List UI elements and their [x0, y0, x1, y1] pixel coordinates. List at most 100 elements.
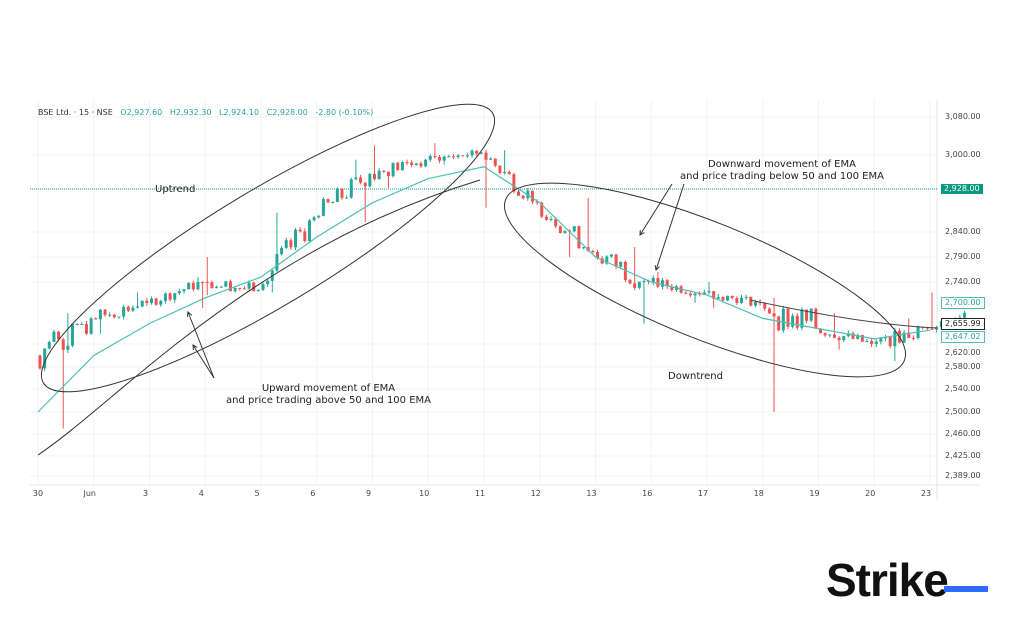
- candle-body: [786, 308, 790, 327]
- up-note: Upward movement of EMA and price trading…: [226, 383, 431, 407]
- candle-body: [307, 220, 311, 241]
- candle-body: [684, 292, 688, 294]
- candle-body: [377, 170, 381, 180]
- candle-body: [177, 291, 181, 294]
- candle-body: [558, 226, 562, 234]
- y-tick-label: 2,580.00: [945, 362, 981, 371]
- candle-body: [126, 306, 130, 311]
- ema-50-badge: 2,647.02: [941, 331, 985, 343]
- open-value: O2,927.60: [120, 108, 163, 117]
- candle-body: [688, 293, 692, 296]
- candle-body: [173, 293, 177, 300]
- x-tick-label: 12: [530, 489, 541, 498]
- candle-body: [275, 254, 279, 271]
- candle-body: [888, 336, 892, 347]
- candle-body: [335, 188, 339, 203]
- candle-body: [498, 165, 502, 173]
- candle-body: [911, 337, 915, 339]
- y-tick-label: 2,740.00: [945, 277, 981, 286]
- candle-body: [874, 341, 878, 344]
- candle-body: [851, 333, 855, 339]
- candle-body: [442, 156, 446, 161]
- candle-body: [693, 293, 697, 296]
- y-tick-label: 2,500.00: [945, 407, 981, 416]
- x-tick-label: 20: [865, 489, 876, 498]
- candle-body: [391, 162, 395, 177]
- candle-body: [925, 327, 929, 329]
- candle-body: [424, 159, 428, 167]
- candle-body: [702, 292, 706, 295]
- candle-body: [712, 291, 716, 299]
- candle-body: [89, 318, 93, 334]
- candle-body: [767, 308, 771, 314]
- candle-body: [596, 252, 599, 259]
- down-arrow-2-head: [654, 264, 660, 271]
- uptrend-ellipse-lower-arc: [37, 179, 481, 456]
- candle-body: [261, 284, 265, 290]
- candle-body: [317, 215, 321, 218]
- downtrend-ellipse: [503, 182, 907, 378]
- candle-body: [289, 240, 293, 248]
- x-tick-label: 23: [920, 489, 932, 498]
- candle-body: [266, 280, 270, 285]
- candle-body: [247, 282, 251, 289]
- candle-body: [396, 162, 400, 171]
- candle-body: [846, 333, 850, 337]
- candle-body: [228, 281, 232, 292]
- up-arrow-2-head: [192, 344, 198, 351]
- candle-body: [772, 313, 776, 317]
- candle-body: [503, 171, 507, 173]
- candle-body: [117, 316, 121, 318]
- candle-body: [628, 279, 632, 284]
- logo-text: Strike: [826, 554, 949, 606]
- up-note-line2: and price trading above 50 and 100 EMA: [226, 395, 431, 406]
- candle-body: [823, 333, 827, 336]
- y-tick-label: 2,790.00: [945, 252, 981, 261]
- candle-body: [84, 324, 88, 334]
- candle-body: [280, 247, 284, 255]
- candle-body: [52, 331, 56, 342]
- change-value: -2.80 (-0.10%): [315, 108, 374, 117]
- candle-body: [749, 296, 753, 306]
- candle-body: [716, 297, 720, 299]
- x-tick-label: 16: [642, 489, 653, 498]
- candle-body: [242, 288, 246, 290]
- candle-body: [205, 282, 209, 283]
- y-tick-label: 2,840.00: [945, 227, 981, 236]
- x-tick-label: Jun: [83, 489, 97, 498]
- candle-body: [154, 298, 158, 305]
- down-note: Downward movement of EMA and price tradi…: [680, 159, 884, 183]
- candle-body: [382, 170, 386, 172]
- symbol-label: BSE Ltd. · 15 · NSE: [38, 108, 113, 117]
- candle-body: [312, 217, 316, 221]
- down-arrow-1-head: [639, 229, 645, 236]
- candle-body: [349, 179, 353, 198]
- candle-body: [386, 171, 390, 177]
- candle-body: [591, 251, 595, 252]
- x-tick-label: 9: [365, 489, 372, 498]
- candle-body: [108, 314, 112, 316]
- candle-body: [902, 332, 906, 343]
- candle-body: [47, 341, 51, 349]
- candle-body: [507, 171, 511, 175]
- candle-body: [433, 156, 437, 158]
- candle-body: [530, 190, 534, 202]
- candle-body: [298, 229, 302, 232]
- candle-body: [577, 226, 581, 249]
- close-value: C2,928.00: [266, 108, 308, 117]
- candle-body: [814, 308, 818, 329]
- candle-body: [870, 340, 874, 344]
- down-note-line2: and price trading below 50 and 100 EMA: [680, 171, 884, 182]
- candle-body: [451, 156, 455, 158]
- candle-body: [661, 280, 665, 287]
- candle-body: [66, 345, 70, 350]
- candle-body: [614, 254, 618, 267]
- ema-line: [37, 166, 931, 413]
- x-tick-label: 5: [254, 489, 260, 498]
- candle-body: [98, 309, 102, 320]
- ema-100-badge: 2,655.99: [941, 318, 985, 330]
- candle-body: [196, 281, 200, 290]
- candle-body: [837, 337, 841, 341]
- candle-body: [554, 219, 558, 227]
